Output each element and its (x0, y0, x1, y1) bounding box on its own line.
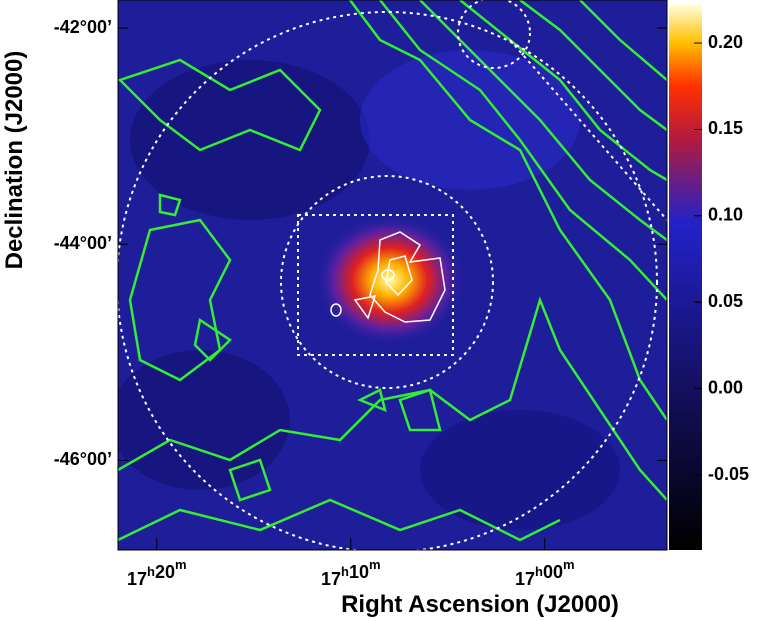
colorbar-tick-label: -0.05 (708, 464, 749, 484)
y-tick-label: -44°00’ (54, 233, 112, 253)
colorbar-tick-label: 0.10 (708, 205, 743, 225)
y-axis-label: Declination (J2000) (1, 51, 28, 270)
y-tick-label: -46°00’ (54, 449, 112, 469)
sky-map (118, 0, 667, 550)
colorbar-tick-label: 0.05 (708, 291, 743, 311)
colorbar (669, 4, 702, 550)
colorbar-tick-label: 0.15 (708, 118, 743, 138)
x-tick-label: 17h00m (515, 557, 575, 588)
x-axis-label: Right Ascension (J2000) (341, 591, 619, 618)
y-tick-label: -42°00’ (54, 17, 112, 37)
x-tick-label: 17h20m (127, 557, 187, 588)
colorbar-tick-label: 0.00 (708, 377, 743, 397)
x-tick-label: 17h10m (321, 557, 381, 588)
colorbar-tick-label: 0.20 (708, 32, 743, 52)
